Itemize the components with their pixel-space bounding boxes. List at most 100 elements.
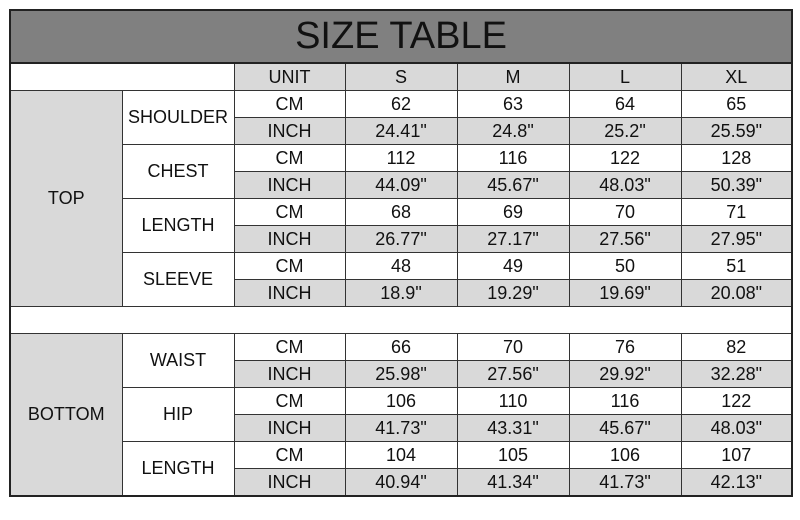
value-cell: 70	[568, 198, 682, 226]
value-cell: 27.95"	[680, 225, 793, 253]
measure-label: CHEST	[121, 144, 235, 199]
measure-label: HIP	[121, 387, 235, 442]
unit-cell: INCH	[233, 414, 346, 442]
value-cell: 116	[456, 144, 570, 172]
header-size-s: S	[344, 62, 458, 91]
value-cell: 29.92"	[568, 360, 682, 388]
value-cell: 27.56"	[456, 360, 570, 388]
measure-label: SHOULDER	[121, 90, 235, 145]
table-title: SIZE TABLE	[8, 9, 794, 64]
unit-cell: INCH	[233, 279, 346, 307]
value-cell: 42.13"	[680, 468, 793, 497]
unit-cell: INCH	[233, 117, 346, 145]
table-row: INCH 24.41" 24.8" 25.2" 25.59"	[10, 117, 793, 145]
value-cell: 45.67"	[456, 171, 570, 199]
header-size-l: L	[568, 62, 682, 91]
value-cell: 68	[344, 198, 458, 226]
value-cell: 41.73"	[344, 414, 458, 442]
value-cell: 43.31"	[456, 414, 570, 442]
table-row: INCH 18.9" 19.29" 19.69" 20.08"	[10, 279, 793, 307]
unit-cell: CM	[233, 333, 346, 361]
value-cell: 25.2"	[568, 117, 682, 145]
table-row: TOP SHOULDER CM 62 63 64 65	[9, 90, 793, 307]
header-row: UNIT S M L XL	[9, 62, 793, 91]
measure-label: LENGTH	[121, 198, 235, 253]
value-cell: 19.69"	[568, 279, 682, 307]
measure-label: LENGTH	[121, 441, 235, 497]
unit-cell: CM	[233, 90, 346, 118]
value-cell: 82	[680, 333, 793, 361]
table-row: INCH 25.98" 27.56" 29.92" 32.28"	[10, 360, 793, 388]
value-cell: 64	[568, 90, 682, 118]
value-cell: 50.39"	[680, 171, 793, 199]
value-cell: 105	[456, 441, 570, 469]
value-cell: 48	[344, 252, 458, 280]
unit-cell: INCH	[233, 225, 346, 253]
section-label: BOTTOM	[9, 333, 123, 497]
table-row: HIP CM 106 110 116 122	[10, 387, 793, 442]
size-table: SIZE TABLE UNIT S M L XL TOP SHOULDER CM 62…	[8, 9, 794, 497]
value-cell: 106	[568, 441, 682, 469]
unit-cell: CM	[233, 441, 346, 469]
unit-cell: CM	[233, 387, 346, 415]
value-cell: 27.17"	[456, 225, 570, 253]
value-cell: 40.94"	[344, 468, 458, 497]
value-cell: 65	[680, 90, 793, 118]
value-cell: 41.73"	[568, 468, 682, 497]
section-label: TOP	[9, 90, 123, 307]
value-cell: 26.77"	[344, 225, 458, 253]
value-cell: 71	[680, 198, 793, 226]
table-row: SLEEVE CM 48 49 50 51	[10, 252, 793, 307]
value-cell: 50	[568, 252, 682, 280]
header-size-m: M	[456, 62, 570, 91]
value-cell: 19.29"	[456, 279, 570, 307]
table-row: INCH 26.77" 27.17" 27.56" 27.95"	[10, 225, 793, 253]
value-cell: 27.56"	[568, 225, 682, 253]
value-cell: 44.09"	[344, 171, 458, 199]
value-cell: 76	[568, 333, 682, 361]
table-row: LENGTH CM 68 69 70 71	[10, 198, 793, 253]
unit-cell: CM	[233, 198, 346, 226]
unit-cell: INCH	[233, 468, 346, 497]
table-row: INCH 41.73" 43.31" 45.67" 48.03"	[10, 414, 793, 442]
value-cell: 24.41"	[344, 117, 458, 145]
value-cell: 49	[456, 252, 570, 280]
header-size-xl: XL	[680, 62, 793, 91]
value-cell: 69	[456, 198, 570, 226]
value-cell: 70	[456, 333, 570, 361]
unit-cell: CM	[233, 144, 346, 172]
spacer-row	[9, 306, 793, 334]
unit-cell: INCH	[233, 171, 346, 199]
value-cell: 66	[344, 333, 458, 361]
unit-cell: INCH	[233, 360, 346, 388]
value-cell: 41.34"	[456, 468, 570, 497]
value-cell: 51	[680, 252, 793, 280]
value-cell: 116	[568, 387, 682, 415]
value-cell: 107	[680, 441, 793, 469]
value-cell: 112	[344, 144, 458, 172]
value-cell: 106	[344, 387, 458, 415]
value-cell: 128	[680, 144, 793, 172]
spacer-cell	[9, 306, 793, 334]
table-row: INCH 40.94" 41.34" 41.73" 42.13"	[10, 468, 793, 497]
value-cell: 48.03"	[568, 171, 682, 199]
header-unit: UNIT	[233, 62, 346, 91]
value-cell: 45.67"	[568, 414, 682, 442]
table-row: BOTTOM WAIST CM 66 70 76 82	[9, 333, 793, 497]
measure-label: WAIST	[121, 333, 235, 388]
table-row: CHEST CM 112 116 122 128	[10, 144, 793, 199]
title-row: SIZE TABLE	[8, 9, 794, 64]
value-cell: 25.98"	[344, 360, 458, 388]
value-cell: 63	[456, 90, 570, 118]
value-cell: 110	[456, 387, 570, 415]
value-cell: 122	[568, 144, 682, 172]
value-cell: 32.28"	[680, 360, 793, 388]
header-blank	[9, 62, 235, 91]
value-cell: 20.08"	[680, 279, 793, 307]
table-row: INCH 44.09" 45.67" 48.03" 50.39"	[10, 171, 793, 199]
value-cell: 24.8"	[456, 117, 570, 145]
value-cell: 104	[344, 441, 458, 469]
value-cell: 62	[344, 90, 458, 118]
table-row: LENGTH CM 104 105 106 107	[10, 441, 793, 497]
value-cell: 18.9"	[344, 279, 458, 307]
